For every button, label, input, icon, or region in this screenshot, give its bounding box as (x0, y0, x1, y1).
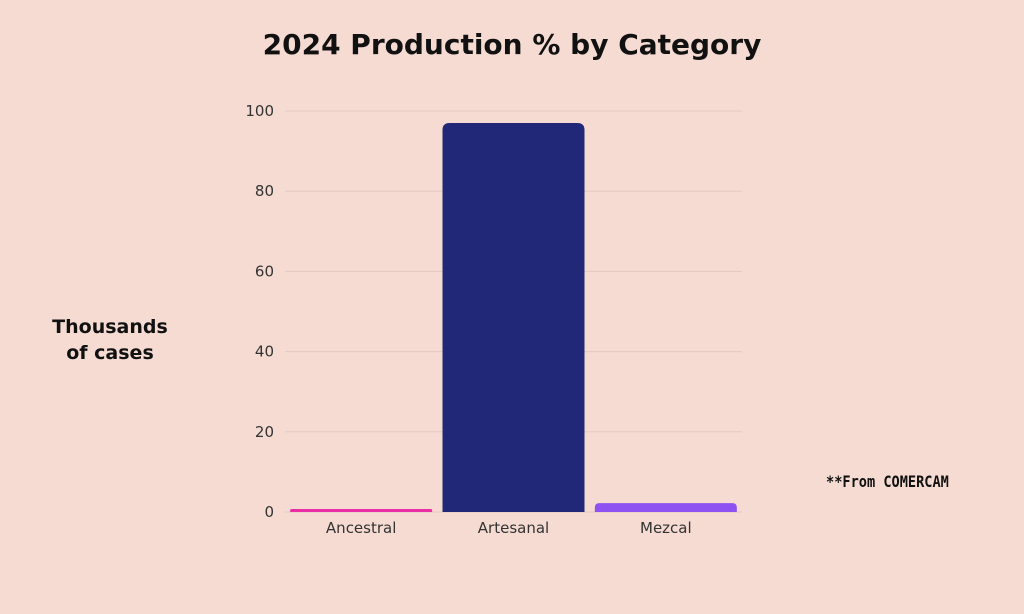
y-tick-label: 20 (255, 423, 274, 441)
x-tick-label: Mezcal (640, 519, 692, 537)
chart-title: 2024 Production % by Category (262, 28, 762, 61)
y-tick-label: 60 (255, 262, 274, 280)
bar-ancestral (290, 509, 433, 512)
bars (290, 123, 737, 512)
y-tick-label: 100 (245, 102, 274, 120)
x-tick-label: Ancestral (326, 519, 396, 537)
bar-artesanal (442, 123, 585, 512)
y-tick-label: 80 (255, 182, 274, 200)
bar-mezcal (594, 503, 737, 512)
y-ticks: 0 20 40 60 80 100 (245, 102, 274, 521)
y-tick-label: 0 (264, 503, 274, 521)
y-axis-label: Thousands of cases (52, 316, 168, 364)
source-note: **From COMERCAM (826, 472, 949, 491)
x-tick-label: Artesanal (478, 519, 549, 537)
y-tick-label: 40 (255, 343, 274, 361)
x-ticks: Ancestral Artesanal Mezcal (326, 519, 692, 537)
